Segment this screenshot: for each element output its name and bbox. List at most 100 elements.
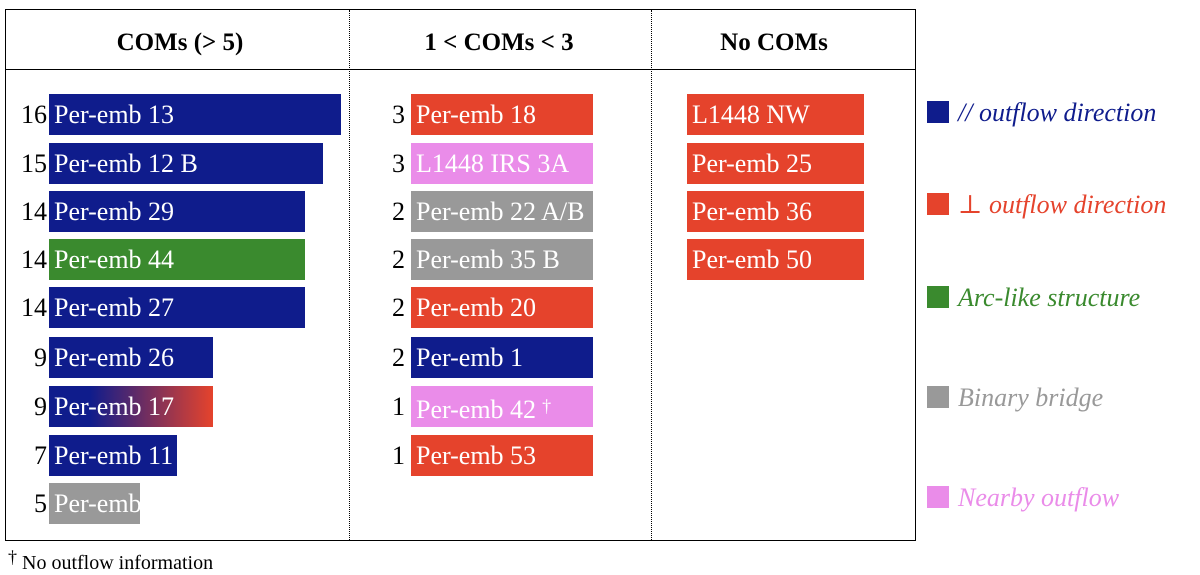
com-count: 16 [21, 100, 47, 129]
source-label: Per-emb 20 [416, 293, 537, 322]
source-label: Per-emb 1 [416, 343, 524, 372]
legend-label: // outflow direction [958, 98, 1157, 127]
source-label: Per-emb 26 [54, 343, 175, 372]
footnote-text: No outflow information [22, 552, 214, 574]
source-row: L1448 NW [6, 94, 915, 135]
source-bar: Per-emb 35 B [411, 239, 593, 280]
source-label: Per-emb 22 A/B [416, 197, 585, 226]
com-count [641, 94, 681, 135]
column-header: 1 < COMs < 3 [424, 29, 574, 56]
source-label: Per-emb 27 [54, 293, 175, 322]
source-bar: Per-emb 22 A/B [411, 191, 593, 232]
source-row: 16 Per-emb 13 [6, 94, 915, 135]
source-bar: L1448 NW [687, 94, 864, 135]
source-label: Per-emb 36 [692, 197, 813, 226]
source-row: 2 Per-emb 22 A/B [6, 191, 915, 232]
source-bar: Per-emb 11 A [49, 435, 197, 476]
com-count: 2 [392, 343, 405, 372]
source-row: 14 Per-emb 44 [6, 239, 915, 280]
column-header: No COMs [720, 29, 828, 56]
footnote-dagger: † [8, 547, 17, 567]
source-bar: Per-emb 18 [411, 94, 593, 135]
legend-swatch [927, 193, 949, 215]
source-label: Per-emb 25 [692, 149, 813, 178]
com-count: 9 [34, 392, 47, 421]
source-row: 2 Per-emb 1 [6, 337, 915, 378]
legend-label: Nearby outflow [958, 483, 1120, 512]
com-count: 2 [392, 245, 405, 274]
source-label: Per-emb 17 [54, 392, 175, 421]
source-label: Per-emb 29 [54, 197, 175, 226]
com-count [641, 191, 681, 232]
com-count: 3 [392, 100, 405, 129]
source-label: Per-emb 12 B [54, 149, 198, 178]
source-bar: Per-emb 50 [687, 239, 864, 280]
source-row: 9 Per-emb 26 [6, 337, 915, 378]
source-row: 3 Per-emb 18 [6, 94, 915, 135]
source-bar: Per-emb 44 [49, 239, 305, 280]
source-row: 14 Per-emb 29 [6, 191, 915, 232]
source-bar: Per-emb 53 [411, 435, 593, 476]
source-label: Per-emb 44 [54, 245, 175, 274]
source-label: Per-emb 13 [54, 100, 175, 129]
source-row: 5 Per-emb 35 A [6, 483, 915, 524]
header-rule [6, 69, 915, 70]
source-bar: Per-emb 42 † [411, 386, 593, 427]
com-count: 1 [392, 392, 405, 421]
source-row: 9 Per-emb 17 [6, 386, 915, 427]
com-count [641, 239, 681, 280]
com-count: 1 [392, 441, 405, 470]
com-count: 14 [21, 293, 47, 322]
com-count: 7 [34, 441, 47, 470]
dagger-mark: † [542, 396, 552, 416]
com-count: 14 [21, 197, 47, 226]
source-row: 2 Per-emb 35 B [6, 239, 915, 280]
source-label: Per-emb 50 [692, 245, 813, 274]
com-count: 14 [21, 245, 47, 274]
source-bar: Per-emb 26 [49, 337, 214, 378]
source-row: Per-emb 50 [6, 239, 915, 280]
source-label: Per-emb 42 [416, 395, 537, 424]
com-count: 5 [34, 489, 47, 518]
column-divider [651, 10, 652, 540]
column-header: COMs (> 5) [116, 29, 244, 56]
source-row: Per-emb 36 [6, 191, 915, 232]
source-row: 1 Per-emb 53 [6, 435, 915, 476]
source-bar: Per-emb 25 [687, 143, 864, 184]
classification-panel: COMs (> 5) 16 Per-emb 13 15 Per-emb 12 B 14 Pe… [5, 9, 916, 541]
source-bar: Per-emb 35 A [49, 483, 198, 524]
source-bar: Per-emb 29 [49, 191, 305, 232]
source-label: Per-emb 35 B [416, 245, 560, 274]
source-row: 1 Per-emb 42 † [6, 386, 915, 427]
source-row: 7 Per-emb 11 A [6, 435, 915, 476]
source-bar: Per-emb 1 [411, 337, 593, 378]
legend-swatch [927, 286, 949, 308]
source-bar: Per-emb 12 B [49, 143, 323, 184]
com-count: 3 [392, 149, 405, 178]
source-bar: L1448 IRS 3A [411, 143, 593, 184]
source-label: Per-emb 53 [416, 441, 537, 470]
source-label: Per-emb 18 [416, 100, 537, 129]
com-count: 2 [392, 197, 405, 226]
source-row: 2 Per-emb 20 [6, 287, 915, 328]
source-label: Per-emb 11 A [54, 441, 197, 470]
footnote: † No outflow information [8, 545, 213, 575]
legend-label: Binary bridge [958, 383, 1104, 412]
source-row: 3 L1448 IRS 3A [6, 143, 915, 184]
source-label: L1448 IRS 3A [416, 149, 570, 178]
com-count: 9 [34, 343, 47, 372]
source-row: Per-emb 25 [6, 143, 915, 184]
legend-swatch [927, 386, 949, 408]
source-label: L1448 NW [692, 100, 810, 129]
com-count: 15 [21, 149, 47, 178]
legend-swatch [927, 486, 949, 508]
column-divider [349, 10, 350, 540]
source-row: 14 Per-emb 27 [6, 287, 915, 328]
source-row: 15 Per-emb 12 B [6, 143, 915, 184]
legend-label: Arc-like structure [958, 283, 1141, 312]
source-bar: Per-emb 27 [49, 287, 305, 328]
source-bar: Per-emb 36 [687, 191, 864, 232]
source-bar: Per-emb 13 [49, 94, 341, 135]
legend-label: ⊥ outflow direction [958, 190, 1167, 219]
source-bar: Per-emb 17 [49, 386, 214, 427]
